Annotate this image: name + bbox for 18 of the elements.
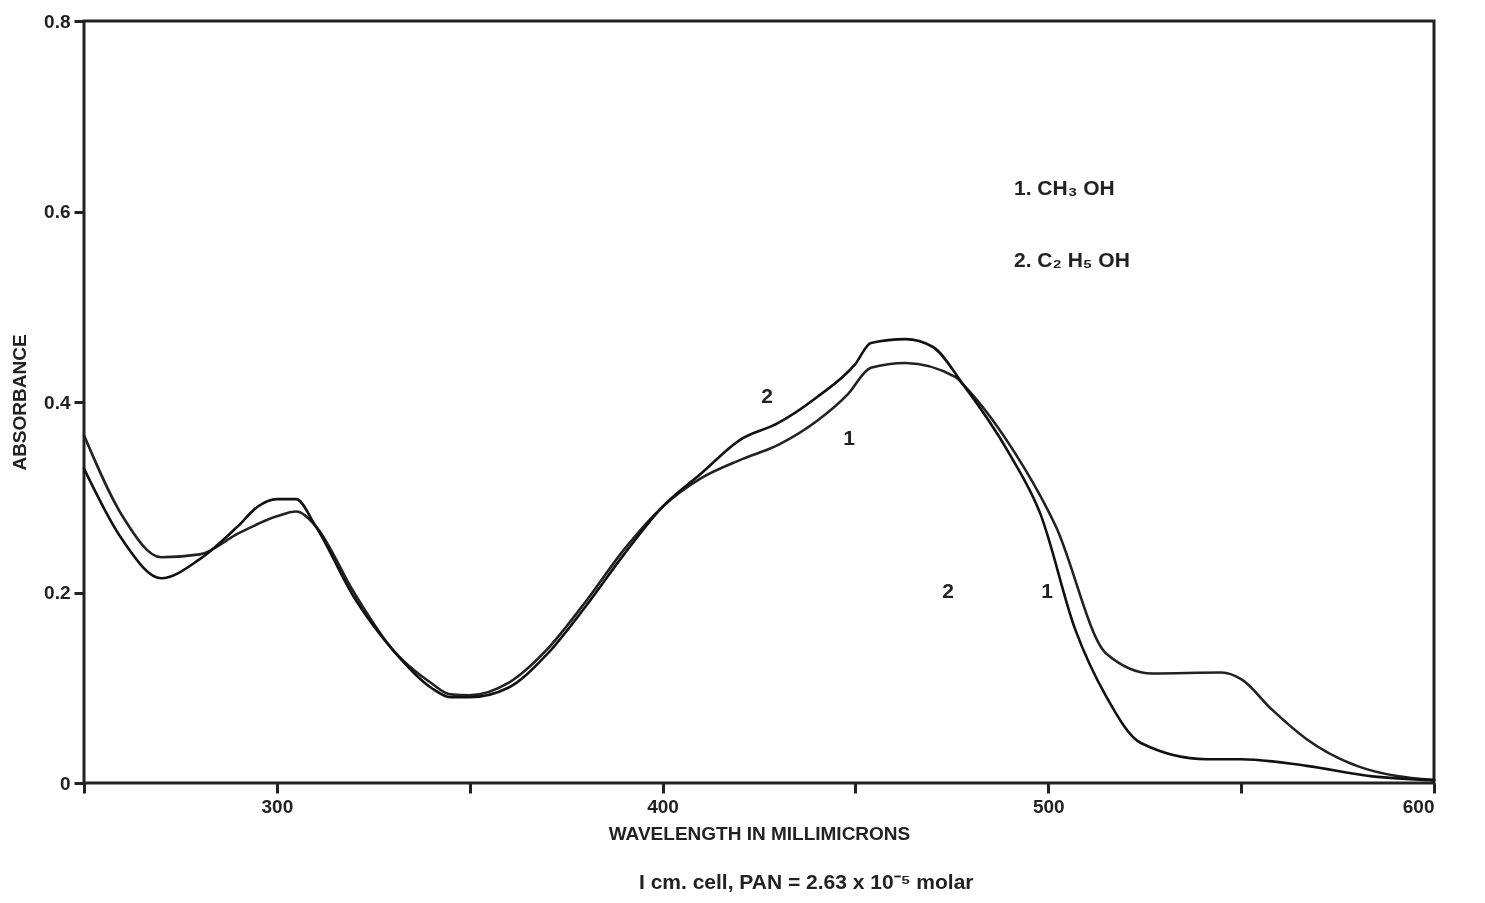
x-tick-label: 500: [1032, 795, 1065, 817]
x-tick-label: 300: [261, 795, 294, 817]
y-tick-label: 0.8: [44, 10, 71, 32]
annotation: 1: [843, 426, 856, 449]
annotation: 2: [942, 579, 954, 602]
y-tick-label: 0.2: [44, 582, 71, 603]
annotation: 1: [1041, 579, 1054, 602]
annotation: 2. C₂ H₅ OH: [1014, 248, 1130, 271]
x-tick-label: 400: [647, 795, 679, 817]
y-tick-label: 0.6: [44, 201, 71, 222]
annotation: 2: [761, 384, 773, 407]
y-tick-label: 0.4: [44, 391, 71, 413]
text: I cm. cell, PAN = 2.63 x 10⁻⁵ molar: [638, 870, 974, 893]
x-tick-label: 600: [1402, 795, 1435, 817]
y-axis-title: ABSORBANCE: [9, 334, 31, 471]
y-tick-label: 0: [59, 772, 71, 794]
annotation: 1. CH₃ OH: [1014, 176, 1115, 199]
x-axis-title: WAVELENGTH IN MILLIMICRONS: [608, 822, 911, 844]
